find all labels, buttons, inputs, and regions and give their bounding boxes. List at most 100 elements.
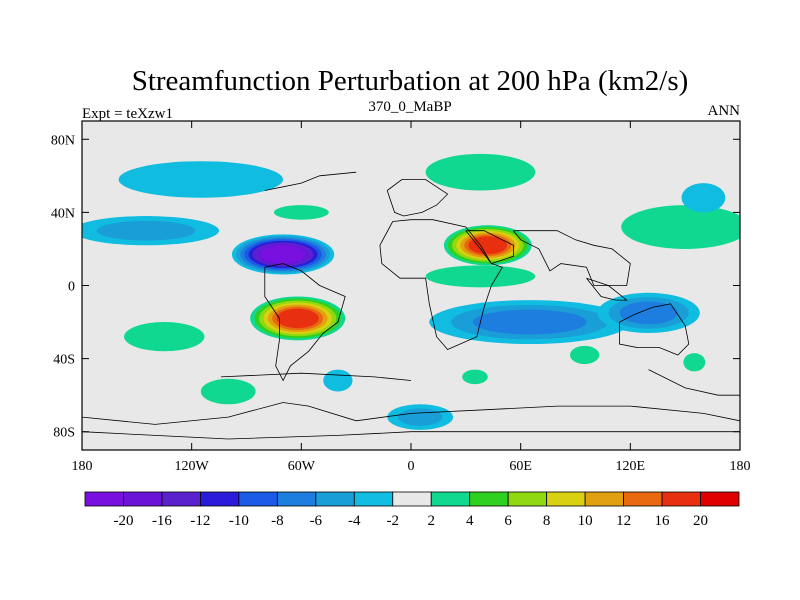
- colorbar-swatch: [700, 491, 740, 507]
- chart-title: Streamfunction Perturbation at 200 hPa (…: [132, 65, 689, 97]
- colorbar-swatch: [200, 491, 240, 507]
- colorbar-swatch: [469, 491, 509, 507]
- contour-band: [683, 353, 706, 372]
- anomaly-feature: [681, 183, 726, 213]
- y-tick-label: 80S: [53, 426, 75, 441]
- x-tick-label: 120E: [616, 459, 646, 474]
- coastline-segment: [465, 230, 514, 265]
- contour-band: [323, 369, 353, 392]
- x-tick-label: 180: [730, 459, 751, 474]
- anomaly-feature: [621, 205, 740, 249]
- axis-ticks: 180 120W 60W 0 60E 120E 180 80N 40N 0 40S 80S: [51, 121, 751, 474]
- contour-band: [425, 265, 536, 288]
- anomaly-feature: [429, 300, 631, 344]
- colorbar-swatch: [392, 491, 432, 507]
- colorbar-swatch: [84, 491, 124, 507]
- contour-band: [425, 153, 536, 191]
- contour-band: [681, 183, 726, 213]
- colorbar-label: 4: [466, 513, 474, 529]
- y-tick-label: 40N: [51, 206, 75, 221]
- colorbar-swatch: [123, 491, 163, 507]
- x-tick-label: 180: [72, 459, 93, 474]
- anomaly-feature: [273, 205, 329, 220]
- y-tick-label: 40S: [53, 353, 75, 368]
- left-label: Expt = teXzw1: [82, 106, 173, 122]
- anomaly-feature: [200, 378, 256, 405]
- colorbar-label: -12: [190, 513, 210, 529]
- anomaly-feature: [231, 234, 335, 275]
- anomaly-feature: [82, 216, 220, 246]
- right-label: ANN: [708, 103, 741, 119]
- colorbar-swatch: [623, 491, 663, 507]
- center-label: 370_0_MaBP: [368, 99, 451, 115]
- colorbar-swatch: [276, 491, 317, 507]
- anomaly-feature: [323, 369, 353, 392]
- colorbar-label: 2: [427, 513, 435, 529]
- colorbar-swatch: [238, 491, 278, 507]
- anomaly-feature: [250, 296, 346, 341]
- colorbar-label: -8: [271, 513, 284, 529]
- contour-band: [397, 408, 443, 426]
- y-tick-label: 80N: [51, 133, 75, 148]
- anomaly-feature: [425, 265, 536, 288]
- coastlines: [82, 171, 740, 450]
- anomaly-feature: [570, 345, 600, 365]
- colorbar-label: -6: [310, 513, 323, 529]
- contour-band: [273, 205, 329, 220]
- x-tick-label: 120W: [175, 459, 210, 474]
- colorbar-label: -4: [348, 513, 361, 529]
- colorbar-label: 8: [543, 513, 551, 529]
- x-tick-label: 60W: [288, 459, 316, 474]
- contour-band: [619, 301, 678, 325]
- contour-band: [118, 161, 284, 198]
- anomaly-feature: [462, 369, 488, 385]
- colorbar-swatch: [353, 491, 394, 507]
- contour-band: [276, 308, 319, 329]
- anomaly-feature: [124, 322, 205, 352]
- contour-field: [82, 153, 740, 430]
- colorbar-swatch: [430, 491, 471, 507]
- coastline-segment: [264, 263, 346, 382]
- anomaly-feature: [118, 161, 284, 198]
- colorbar-label: 12: [616, 513, 631, 529]
- contour-band: [472, 309, 587, 335]
- y-tick-label: 0: [68, 280, 75, 295]
- colorbar-swatch: [546, 491, 586, 507]
- contour-band: [124, 322, 205, 352]
- coastline-segment: [379, 219, 504, 350]
- contour-band: [621, 205, 740, 249]
- colorbar-label: -20: [113, 513, 133, 529]
- colorbar-label: 20: [693, 513, 708, 529]
- colorbar-label: 6: [504, 513, 512, 529]
- colorbar-swatch: [507, 491, 548, 507]
- contour-band: [468, 236, 508, 255]
- colorbar-label: -2: [387, 513, 400, 529]
- coastline-segment: [82, 431, 740, 440]
- contour-band: [96, 220, 196, 241]
- anomaly-feature: [597, 292, 700, 334]
- colorbar-label: -16: [152, 513, 172, 529]
- coastline-segment: [386, 179, 449, 217]
- coastline-segment: [82, 402, 740, 450]
- coastline-segment: [264, 171, 357, 191]
- anomaly-feature: [683, 353, 706, 372]
- contour-band: [570, 345, 600, 365]
- contour-band: [260, 245, 306, 264]
- coastline-segment: [619, 303, 690, 356]
- coastline-segment: [220, 372, 412, 381]
- colorbar-label: 10: [578, 513, 593, 529]
- x-tick-label: 0: [408, 459, 415, 474]
- colorbar-label: -10: [229, 513, 249, 529]
- coastline-segment: [586, 277, 628, 301]
- colorbar-swatch: [661, 491, 701, 507]
- anomaly-feature: [387, 404, 454, 430]
- x-tick-label: 60E: [509, 459, 532, 474]
- colorbar-swatch: [161, 491, 201, 507]
- anomaly-feature: [425, 153, 536, 191]
- coastline-segment: [513, 230, 631, 286]
- contour-band: [200, 378, 256, 405]
- colorbar-swatch: [584, 491, 624, 507]
- coastline-segment: [648, 369, 740, 396]
- colorbar: -20 -16 -12 -10 -8 -6 -4 -2 2 4 6 8 10 12 16 20: [84, 491, 740, 529]
